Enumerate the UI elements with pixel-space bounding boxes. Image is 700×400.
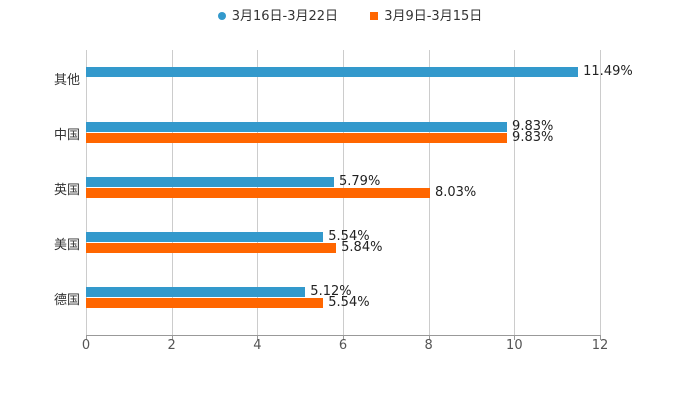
- x-tick: [343, 335, 344, 340]
- x-tick-label: 12: [591, 338, 609, 353]
- data-label: 5.54%: [328, 229, 370, 244]
- data-label: 9.83%: [512, 119, 554, 134]
- bar[interactable]: [86, 232, 324, 242]
- x-tick-label: 2: [167, 338, 176, 353]
- bar[interactable]: [86, 67, 579, 77]
- x-tick-label: 0: [81, 338, 91, 353]
- category-label: 德国: [53, 293, 80, 308]
- x-tick-label: 8: [424, 338, 433, 353]
- x-tick-label: 6: [338, 338, 348, 353]
- x-tick: [257, 335, 259, 340]
- x-tick: [600, 335, 601, 340]
- data-label: 11.49%: [583, 64, 633, 79]
- legend-item-series-2[interactable]: 3月9日-3月15日: [370, 5, 482, 24]
- bar[interactable]: [86, 177, 334, 187]
- category-label: 其他: [53, 73, 80, 88]
- category-label: 美国: [53, 238, 80, 253]
- x-axis: [86, 335, 600, 336]
- data-label: 8.03%: [434, 185, 477, 200]
- gridline: [600, 50, 601, 335]
- x-tick-label: 10: [506, 338, 523, 353]
- legend-label: 3月9日-3月15日: [384, 9, 483, 24]
- data-label: 5.12%: [310, 284, 352, 299]
- x-tick: [428, 335, 430, 340]
- circle-marker-icon: [217, 11, 226, 20]
- category-label: 英国: [53, 183, 80, 198]
- data-label: 5.54%: [328, 295, 370, 310]
- square-marker-icon: [370, 11, 379, 20]
- legend-label: 3月16日-3月22日: [231, 9, 339, 24]
- category-label: 中国: [53, 128, 80, 143]
- bar[interactable]: [86, 188, 430, 198]
- x-tick: [514, 335, 516, 340]
- legend-item-series-1[interactable]: 3月16日-3月22日: [217, 5, 339, 24]
- data-label: 5.79%: [339, 174, 381, 189]
- bar[interactable]: [86, 243, 337, 253]
- x-tick: [171, 335, 173, 340]
- x-tick: [86, 335, 87, 340]
- bar[interactable]: [86, 122, 508, 132]
- data-label: 9.83%: [512, 130, 554, 145]
- x-tick-label: 4: [253, 338, 262, 353]
- legend: 3月16日-3月22日 3月9日-3月15日: [0, 5, 700, 24]
- bar[interactable]: [86, 133, 508, 143]
- data-label: 5.84%: [341, 240, 383, 255]
- bar[interactable]: [86, 287, 306, 297]
- gridline: [514, 50, 516, 335]
- bar[interactable]: [86, 298, 324, 308]
